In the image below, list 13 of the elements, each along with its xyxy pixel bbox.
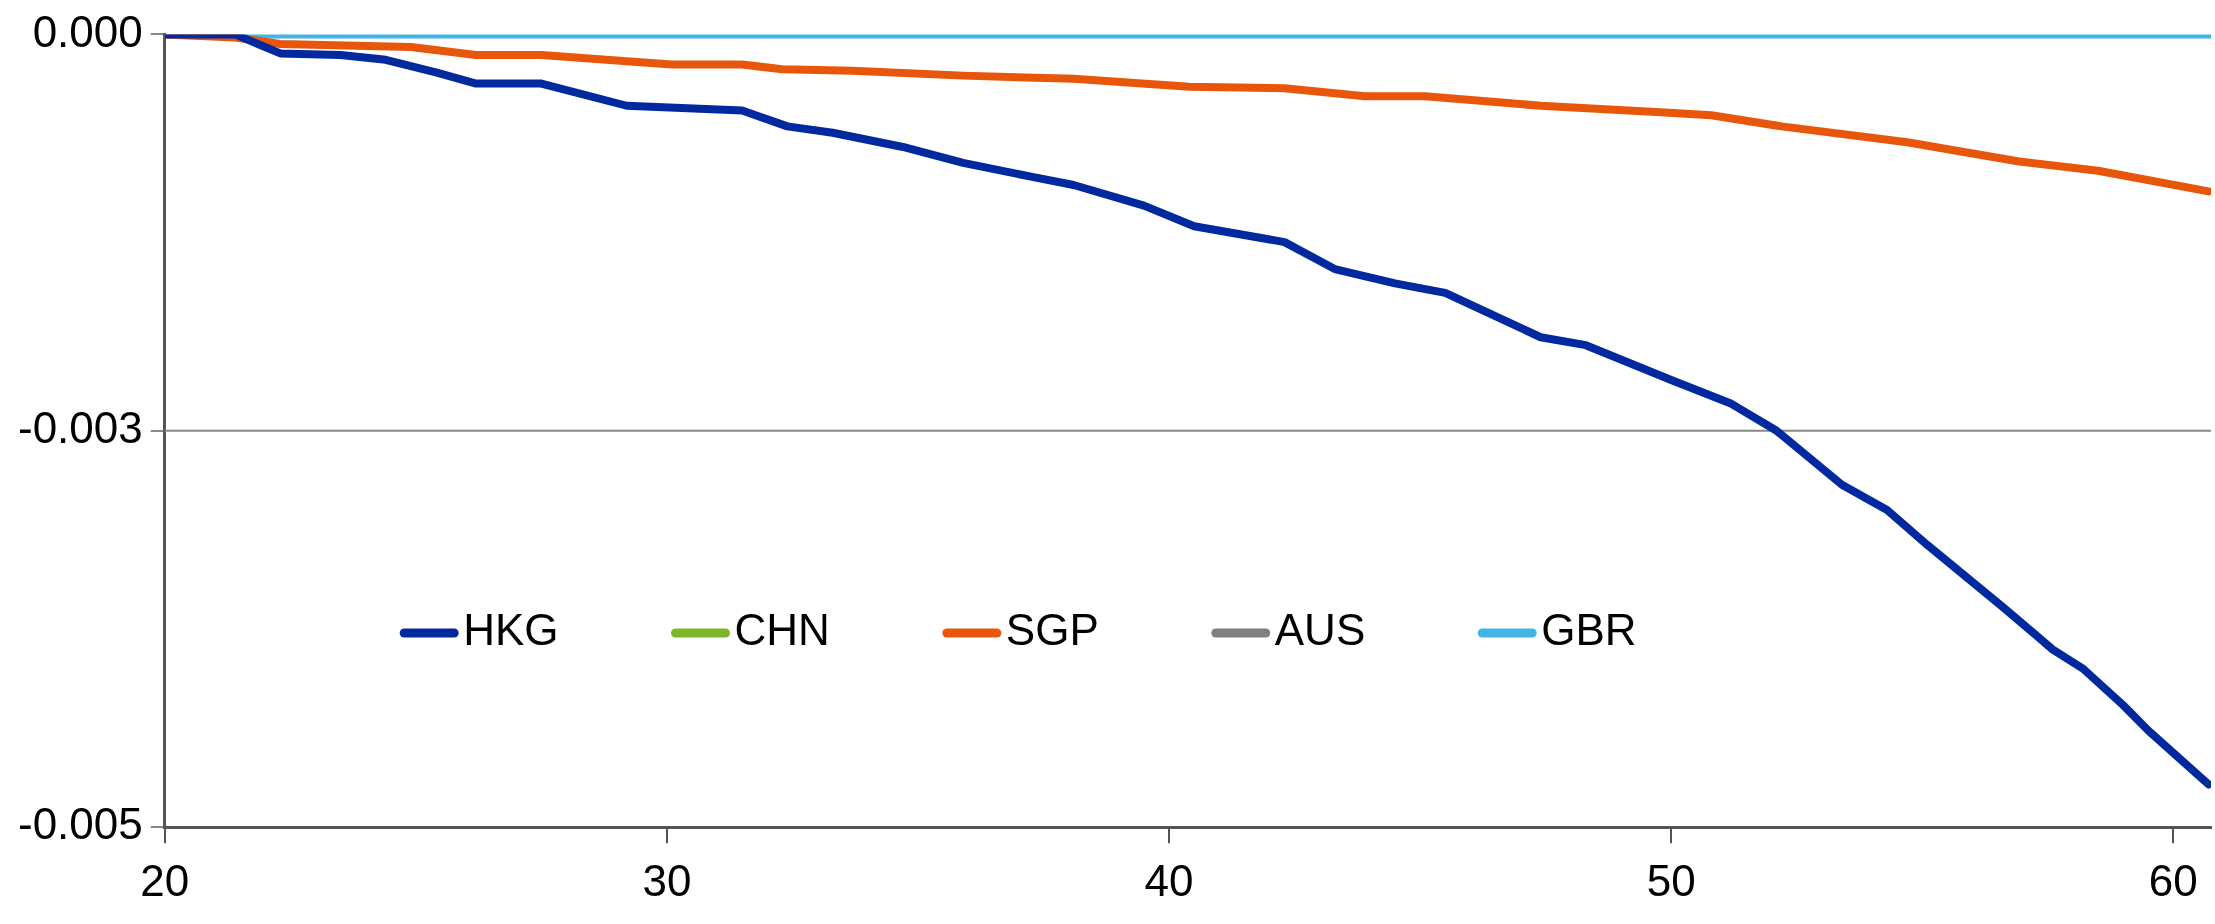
legend-label: GBR: [1541, 605, 1637, 655]
y-tick-label: -0.005: [17, 799, 143, 849]
x-tick-label: 50: [1646, 855, 1696, 905]
x-tick-label: 20: [140, 855, 190, 905]
y-tick-label: 0.000: [32, 6, 143, 56]
legend-label: SGP: [1005, 605, 1099, 655]
x-tick-label: 60: [2148, 855, 2198, 905]
legend-label: HKG: [463, 605, 559, 655]
x-tick-label: 40: [1144, 855, 1194, 905]
legend-label: CHN: [734, 605, 830, 655]
legend-label: AUS: [1274, 605, 1366, 655]
x-tick-label: 30: [642, 855, 692, 905]
y-tick-label: -0.003: [17, 402, 143, 452]
